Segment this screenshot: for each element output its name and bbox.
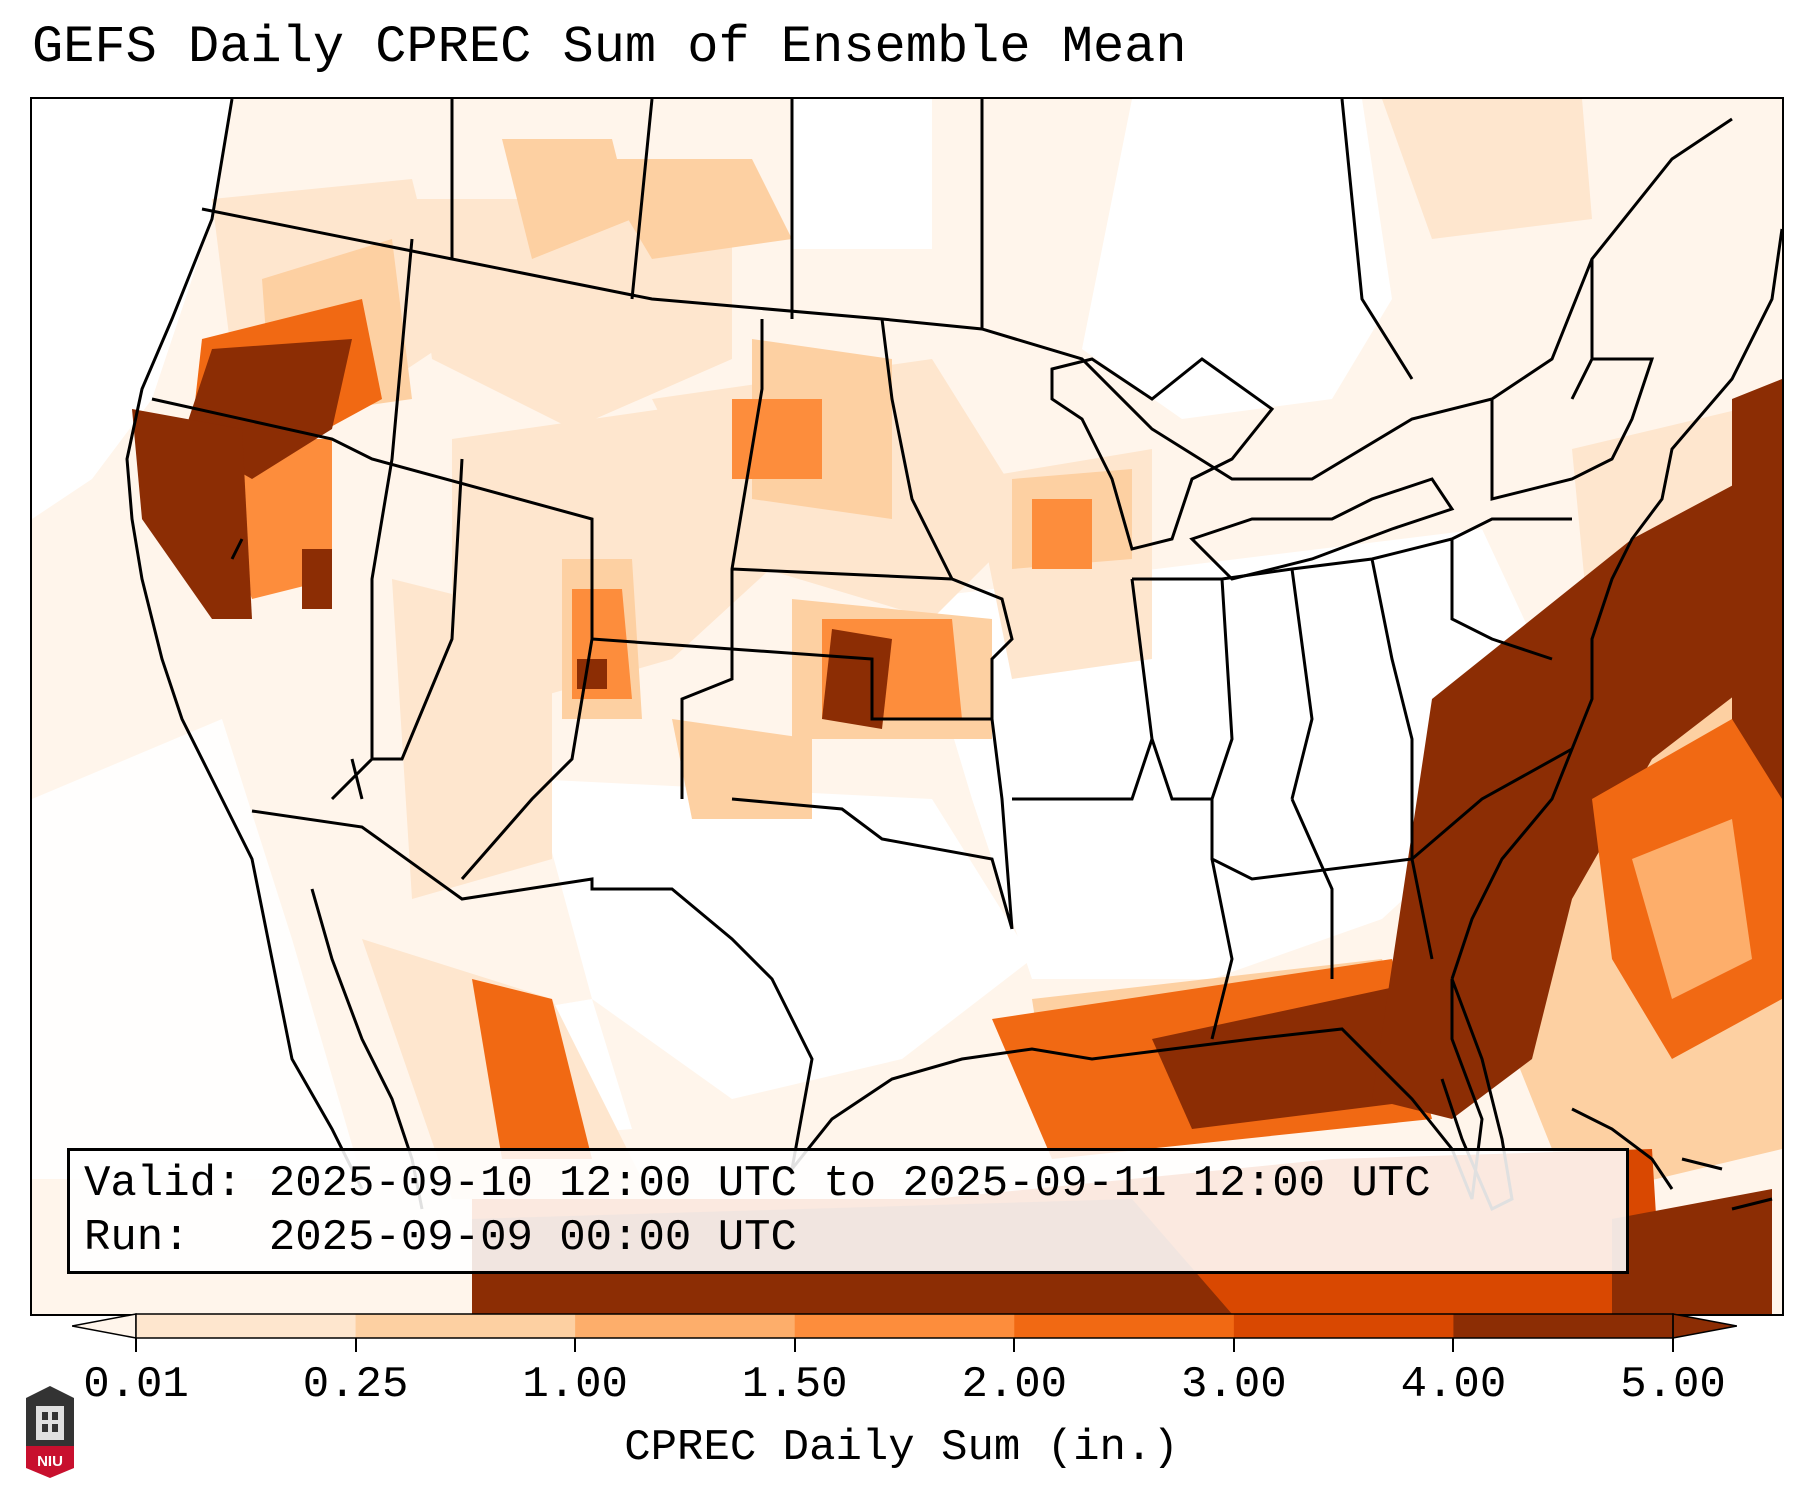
colorbar-segment xyxy=(1233,1314,1454,1338)
state-lines-west xyxy=(151,238,992,880)
map-boundaries xyxy=(125,99,1782,1212)
great-lakes xyxy=(1050,357,1455,581)
state-lines-central xyxy=(680,318,1154,930)
colorbar-extend-low xyxy=(72,1313,137,1339)
colorbar-tick-label: 2.00 xyxy=(961,1360,1068,1410)
colorbar-segment xyxy=(355,1314,576,1338)
us-canada-border xyxy=(201,117,1733,481)
state-lines-northeast xyxy=(1490,259,1655,501)
colorbar-tick xyxy=(135,1338,137,1352)
valid-run-info-box: Valid: 2025-09-10 12:00 UTC to 2025-09-1… xyxy=(67,1148,1629,1274)
gulf-coastline xyxy=(790,979,1484,1200)
colorbar-tick xyxy=(1672,1338,1674,1352)
niu-logo: NIU xyxy=(26,1386,74,1478)
colorbar-segment xyxy=(1014,1314,1235,1338)
colorbar-border xyxy=(135,1313,1674,1339)
colorbar-tick-label: 4.00 xyxy=(1400,1360,1507,1410)
east-coastline xyxy=(1450,228,1782,980)
state-lines-east xyxy=(1130,517,1573,1040)
caribbean-islands xyxy=(1571,1107,1773,1211)
colorbar-segments xyxy=(72,1313,1737,1339)
colorbar-tick-label: 0.25 xyxy=(302,1360,409,1410)
colorbar-tick-label: 1.50 xyxy=(741,1360,848,1410)
colorbar-segment xyxy=(1453,1314,1674,1338)
colorbar-extend-high xyxy=(1672,1313,1737,1339)
precipitation-map xyxy=(30,97,1784,1316)
colorbar-label: CPREC Daily Sum (in.) xyxy=(624,1423,1179,1473)
run-time-text: Run: 2025-09-09 00:00 UTC xyxy=(84,1213,797,1263)
map-svg xyxy=(32,99,1782,1314)
colorbar-tick-label: 0.01 xyxy=(83,1360,189,1410)
colorbar-tick xyxy=(793,1338,796,1352)
colorbar-tick xyxy=(1452,1338,1455,1352)
west-coastline xyxy=(125,99,364,1190)
canada-provinces xyxy=(450,99,1414,380)
colorbar-tick xyxy=(1013,1338,1016,1352)
valid-time-text: Valid: 2025-09-10 12:00 UTC to 2025-09-1… xyxy=(84,1159,1431,1209)
us-mexico-border xyxy=(251,809,814,1170)
colorbar-segment xyxy=(794,1314,1015,1338)
logo-text: NIU xyxy=(37,1453,63,1470)
colorbar-tick xyxy=(1232,1338,1235,1352)
colorbar-tick xyxy=(354,1338,357,1352)
colorbar-segment xyxy=(136,1314,357,1338)
logo-shield-icon xyxy=(26,1446,74,1478)
chart-title: GEFS Daily CPREC Sum of Ensemble Mean xyxy=(32,18,1187,77)
precip-field-east-coast xyxy=(1592,719,1782,1059)
colorbar-segment xyxy=(575,1314,796,1338)
colorbar-tick-label: 3.00 xyxy=(1181,1360,1287,1410)
colorbar-tick-label: 5.00 xyxy=(1620,1360,1726,1410)
colorbar xyxy=(72,1313,1737,1339)
colorbar-tick xyxy=(574,1338,577,1352)
colorbar-tick-label: 1.00 xyxy=(522,1360,628,1410)
